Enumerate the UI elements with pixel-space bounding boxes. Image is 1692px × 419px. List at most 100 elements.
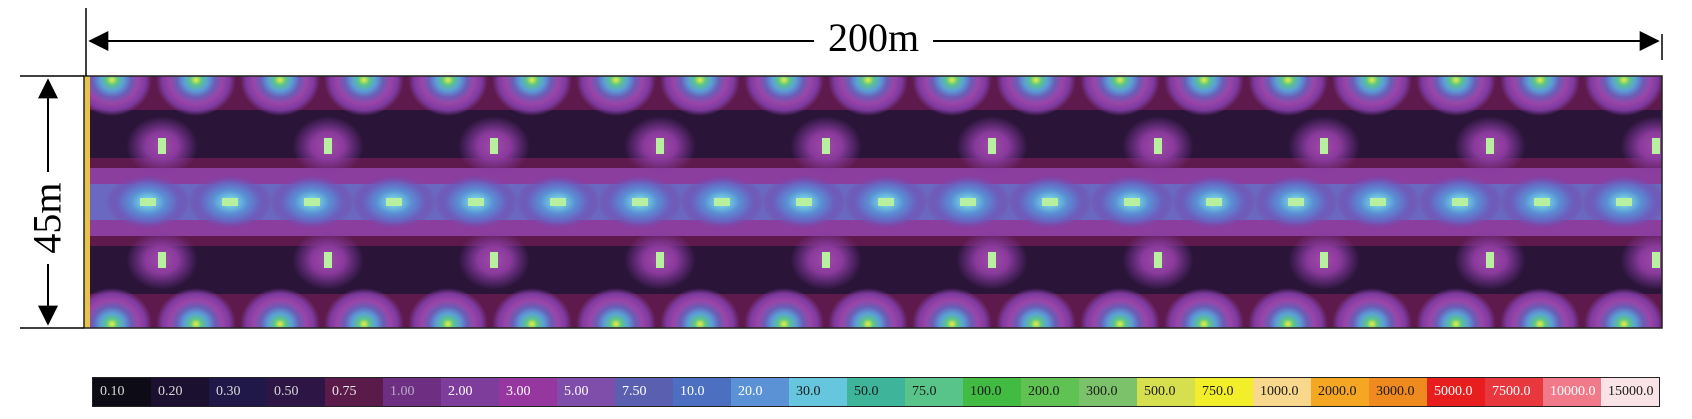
light-fixture-mark: [656, 138, 664, 154]
legend-cell: 0.50: [267, 378, 325, 406]
edge-light-bottom: [1164, 288, 1244, 328]
light-fixture-mark: [158, 138, 166, 154]
height-dimension-text: 45m: [25, 182, 70, 254]
edge-light-top: [1584, 76, 1662, 116]
legend-cell: 7.50: [615, 378, 673, 406]
legend-cell: 5000.0: [1427, 378, 1485, 406]
legend-cell: 7500.0: [1485, 378, 1543, 406]
light-fixture-mark: [822, 138, 830, 154]
edge-light-bottom: [492, 288, 572, 328]
light-fixture-mark: [1616, 198, 1632, 206]
edge-light-top: [828, 76, 908, 116]
legend-cell: 300.0: [1079, 378, 1137, 406]
legend-cell: 100.0: [963, 378, 1021, 406]
light-fixture-mark: [222, 198, 238, 206]
light-fixture-mark: [1154, 138, 1162, 154]
edge-light-bottom: [996, 288, 1076, 328]
edge-light-bottom: [156, 288, 236, 328]
legend-cell: 0.75: [325, 378, 383, 406]
edge-light-bottom: [240, 288, 320, 328]
edge-light-bottom: [324, 288, 404, 328]
light-fixture-mark: [304, 198, 320, 206]
edge-light-top: [408, 76, 488, 116]
edge-light-bottom: [828, 288, 908, 328]
light-fixture-mark: [550, 198, 566, 206]
width-dimension-label: 200m: [814, 18, 934, 58]
light-fixture-mark: [714, 198, 730, 206]
legend-cell: 50.0: [847, 378, 905, 406]
edge-light-top: [1332, 76, 1412, 116]
edge-light-bottom: [744, 288, 824, 328]
light-fixture-mark: [324, 138, 332, 154]
legend-cell: 15000.0: [1601, 378, 1659, 406]
edge-light-bottom: [1416, 288, 1496, 328]
edge-light-top: [996, 76, 1076, 116]
edge-light-bottom: [1500, 288, 1580, 328]
edge-light-top: [1164, 76, 1244, 116]
edge-light-top: [1416, 76, 1496, 116]
legend-cell: 3.00: [499, 378, 557, 406]
edge-light-top: [324, 76, 404, 116]
edge-light-top: [1500, 76, 1580, 116]
light-fixture-mark: [140, 198, 156, 206]
light-fixture-mark: [468, 198, 484, 206]
legend-cell: 0.20: [151, 378, 209, 406]
edge-light-top: [912, 76, 992, 116]
light-fixture-mark: [1288, 198, 1304, 206]
legend-cell: 30.0: [789, 378, 847, 406]
light-fixture-mark: [490, 138, 498, 154]
light-fixture-mark: [1486, 138, 1494, 154]
color-legend: 0.10 0.20 0.30 0.50 0.75 1.00 2.00 3.00 5.00 7.50…: [92, 377, 1660, 407]
legend-cell: 2.00: [441, 378, 499, 406]
edge-light-bottom: [1248, 288, 1328, 328]
edge-light-top: [1080, 76, 1160, 116]
edge-light-top: [1248, 76, 1328, 116]
illuminance-map: [84, 76, 1662, 328]
light-fixture-mark: [656, 252, 664, 268]
light-fixture-mark: [386, 198, 402, 206]
light-fixture-mark: [1154, 252, 1162, 268]
edge-light-bottom: [660, 288, 740, 328]
light-fixture-mark: [1320, 138, 1328, 154]
edge-light-bottom: [576, 288, 656, 328]
legend-cell: 75.0: [905, 378, 963, 406]
height-dimension-label: 45m: [24, 172, 72, 264]
edge-light-bottom: [408, 288, 488, 328]
edge-light-bottom: [1332, 288, 1412, 328]
legend-cell: 1000.0: [1253, 378, 1311, 406]
light-fixture-mark: [1534, 198, 1550, 206]
light-fixture-mark: [1124, 198, 1140, 206]
light-fixture-mark: [1320, 252, 1328, 268]
legend-cell: 750.0: [1195, 378, 1253, 406]
edge-light-top: [492, 76, 572, 116]
edge-light-bottom: [1080, 288, 1160, 328]
light-fixture-mark: [960, 198, 976, 206]
light-fixture-mark: [1452, 198, 1468, 206]
legend-cell: 200.0: [1021, 378, 1079, 406]
edge-light-top: [84, 76, 152, 116]
light-fixture-mark: [490, 252, 498, 268]
legend-cell: 10000.0: [1543, 378, 1601, 406]
edge-light-top: [744, 76, 824, 116]
light-fixture-mark: [988, 138, 996, 154]
light-fixture-mark: [822, 252, 830, 268]
light-fixture-mark: [1486, 252, 1494, 268]
edge-light-bottom: [84, 288, 152, 328]
legend-cell: 2000.0: [1311, 378, 1369, 406]
legend-cell: 0.30: [209, 378, 267, 406]
legend-cell: 500.0: [1137, 378, 1195, 406]
light-fixture-mark: [1042, 198, 1058, 206]
legend-cell: 5.00: [557, 378, 615, 406]
edge-light-bottom: [912, 288, 992, 328]
light-fixture-mark: [324, 252, 332, 268]
edge-light-top: [660, 76, 740, 116]
legend-cell: 10.0: [673, 378, 731, 406]
legend-cell: 0.10: [93, 378, 151, 406]
legend-cell: 20.0: [731, 378, 789, 406]
legend-cell: 3000.0: [1369, 378, 1427, 406]
edge-light-top: [240, 76, 320, 116]
light-fixture-mark: [1652, 138, 1660, 154]
light-fixture-mark: [988, 252, 996, 268]
light-fixture-mark: [1370, 198, 1386, 206]
